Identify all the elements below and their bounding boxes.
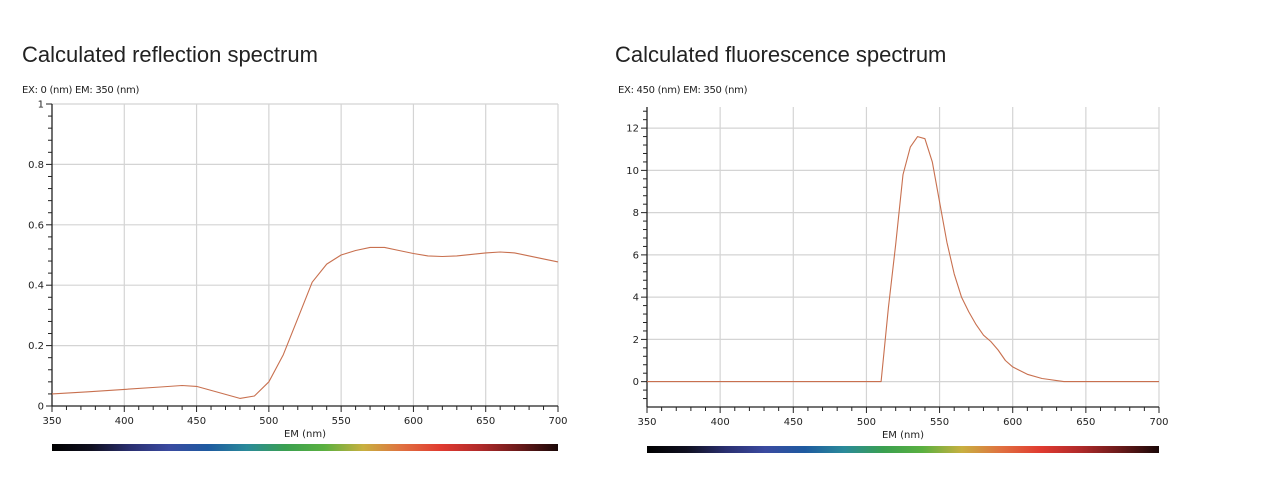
- x-axis-label: EM (nm): [284, 429, 326, 440]
- y-tick-label: 12: [626, 124, 639, 135]
- x-tick-label: 400: [711, 417, 730, 428]
- y-tick-label: 4: [633, 293, 639, 304]
- spectrum-line: [647, 136, 1159, 383]
- y-tick-label: 0.2: [28, 341, 44, 352]
- y-tick-label: 6: [633, 250, 639, 261]
- x-tick-label: 700: [1149, 417, 1168, 428]
- spectrum-line: [51, 246, 559, 399]
- plot-area: 0 0.2 0.4 0.6 0.8 1 350 400 450 500 550 600 650 700 EM…: [28, 100, 567, 441]
- x-tick-label: 650: [1076, 417, 1095, 428]
- x-tick-label: 650: [476, 416, 495, 427]
- x-tick-label: 550: [930, 417, 949, 428]
- x-tick-label: 550: [332, 416, 351, 427]
- y-tick-label: 2: [633, 335, 639, 346]
- y-tick-label: 8: [633, 208, 639, 219]
- y-tick-label: 1: [38, 100, 44, 111]
- y-tick-label: 10: [626, 166, 639, 177]
- fluorescence-chart-title: Calculated fluorescence spectrum: [615, 42, 947, 67]
- x-tick-label: 500: [259, 416, 278, 427]
- x-tick-label: 700: [548, 416, 567, 427]
- plot-area: 0 2 4 6 8 10 12 350 400 450 500 550 600 650 700 EM (nm): [626, 107, 1169, 441]
- x-tick-label: 350: [42, 416, 61, 427]
- wavelength-color-bar: [647, 446, 1159, 453]
- x-tick-label: 600: [1003, 417, 1022, 428]
- fluorescence-chart-subtitle: EX: 450 (nm) EM: 350 (nm): [618, 85, 748, 96]
- x-tick-label: 500: [857, 417, 876, 428]
- x-tick-label: 450: [187, 416, 206, 427]
- y-tick-label: 0.6: [28, 220, 44, 231]
- x-tick-label: 350: [637, 417, 656, 428]
- reflection-chart-subtitle: EX: 0 (nm) EM: 350 (nm): [22, 85, 140, 96]
- y-tick-label: 0.8: [28, 160, 44, 171]
- x-axis-label: EM (nm): [882, 430, 924, 441]
- x-tick-label: 400: [115, 416, 134, 427]
- y-tick-label: 0: [38, 402, 44, 413]
- wavelength-color-bar: [52, 444, 558, 451]
- reflection-chart: 0 0.2 0.4 0.6 0.8 1 350 400 450 500 550 600 650 700 EM…: [28, 100, 568, 451]
- x-tick-label: 450: [784, 417, 803, 428]
- y-tick-label: 0: [633, 377, 639, 388]
- reflection-chart-title: Calculated reflection spectrum: [22, 42, 318, 67]
- x-tick-label: 600: [404, 416, 423, 427]
- y-tick-label: 0.4: [28, 281, 44, 292]
